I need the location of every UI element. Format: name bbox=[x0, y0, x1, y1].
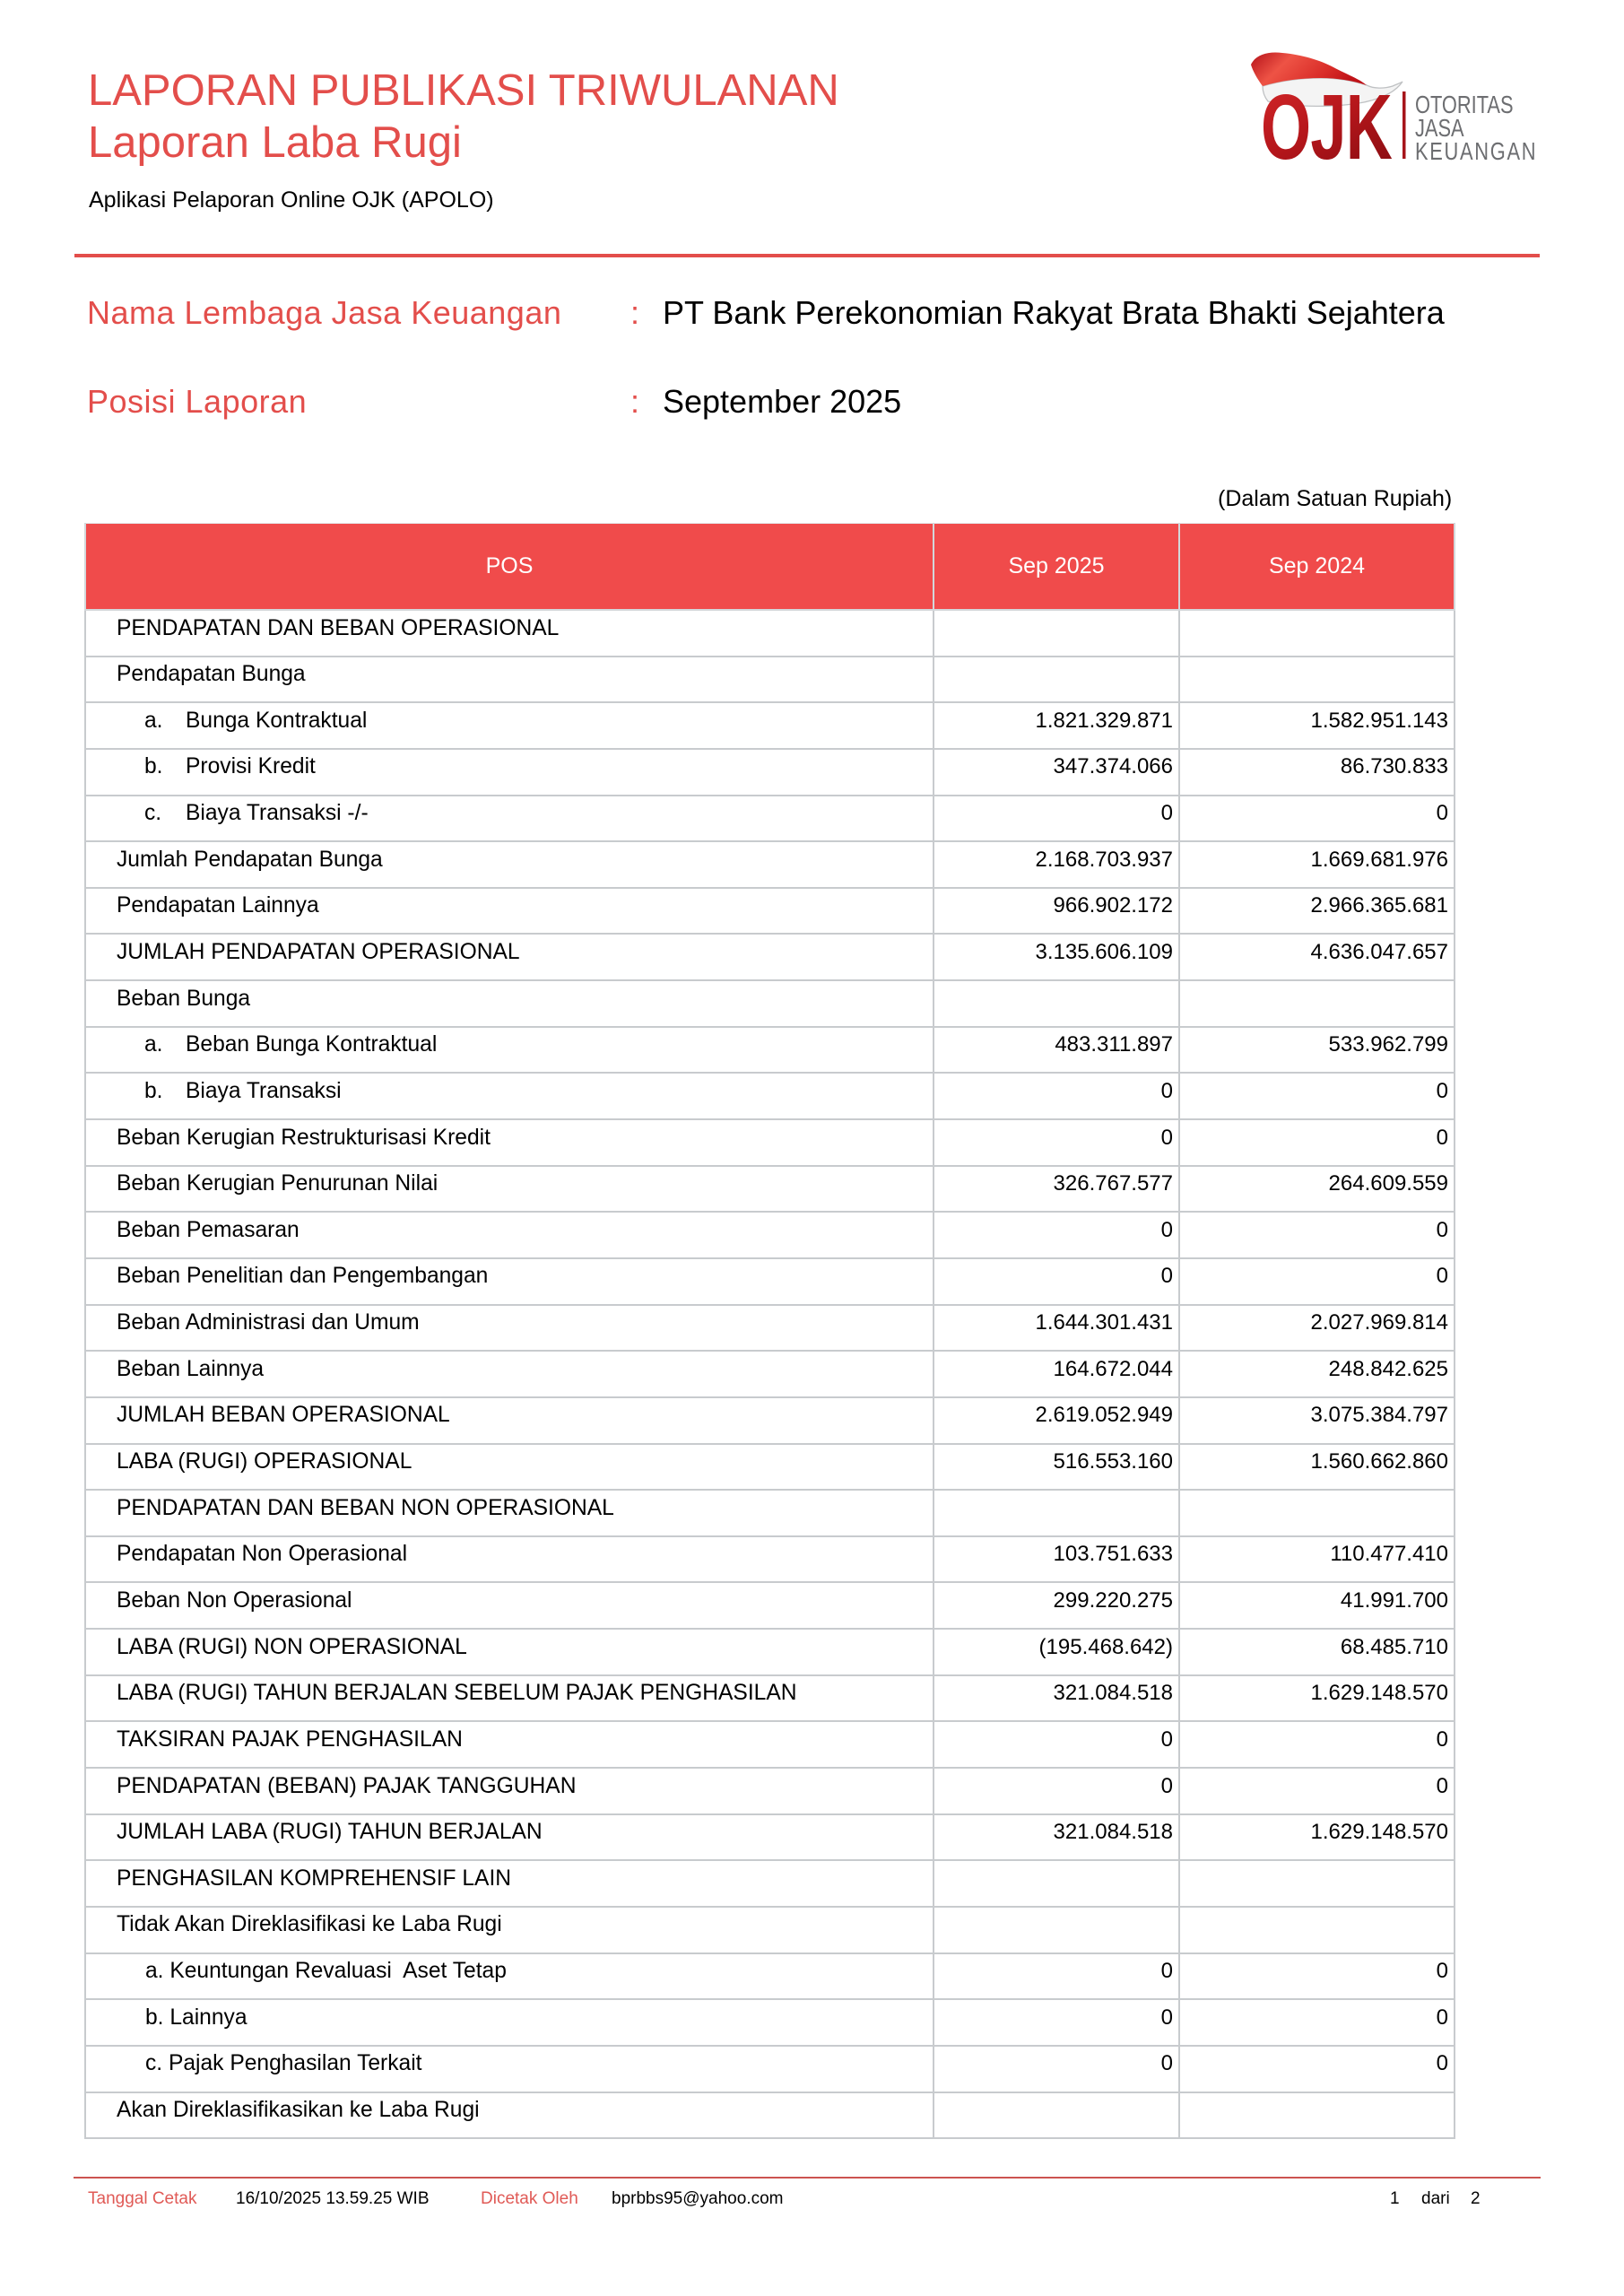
svg-text:KEUANGAN: KEUANGAN bbox=[1415, 137, 1537, 165]
svg-text:OTORITAS: OTORITAS bbox=[1415, 91, 1514, 118]
svg-text:JASA: JASA bbox=[1415, 114, 1464, 142]
svg-text:OJK: OJK bbox=[1261, 75, 1393, 172]
